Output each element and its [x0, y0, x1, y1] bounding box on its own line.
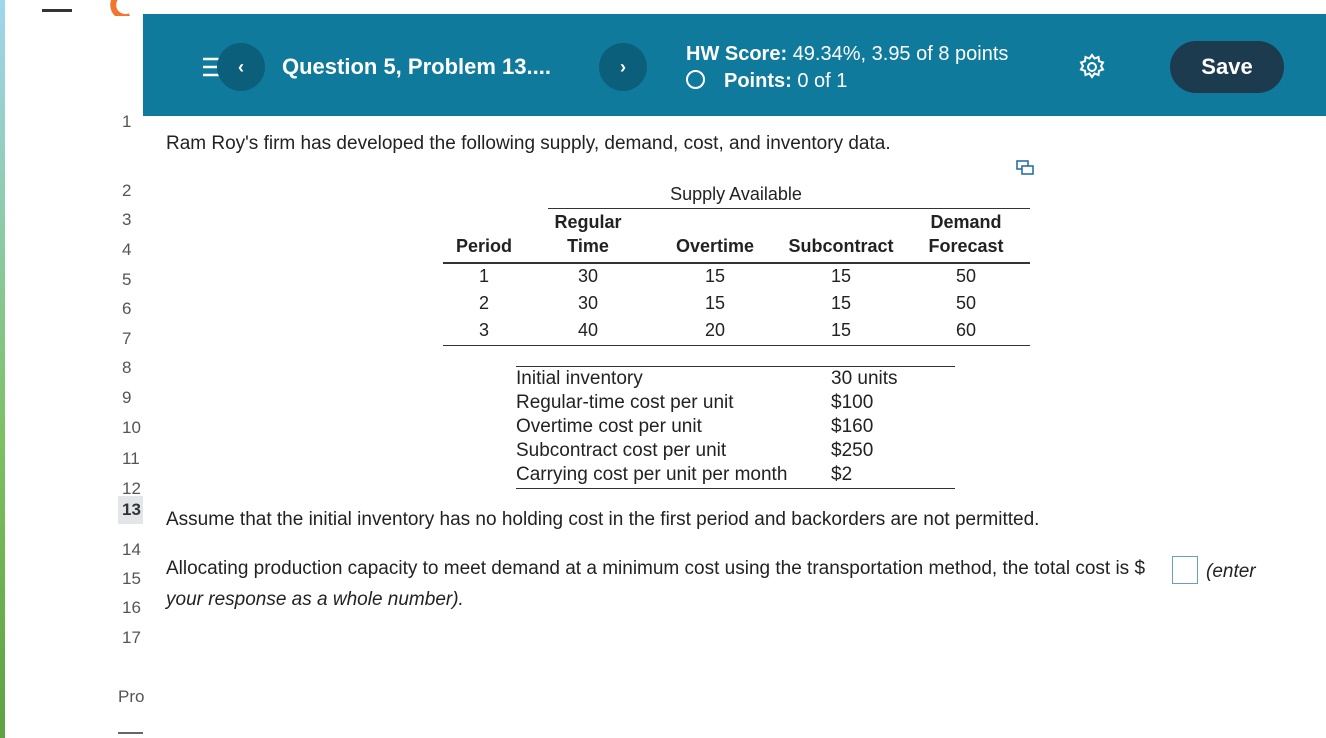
answer-input[interactable] — [1172, 556, 1198, 584]
table-cell: 30 — [577, 293, 599, 313]
desktop-edge — [0, 0, 5, 738]
sidebar-item[interactable]: 3 — [122, 210, 132, 229]
sidebar-item[interactable]: 11 — [122, 449, 140, 468]
cost-value: $100 — [831, 392, 874, 413]
hw-score-value: 49.34%, 3.95 of 8 points — [792, 43, 1009, 65]
cost-label: Subcontract cost per unit — [516, 440, 727, 461]
cost-label: Carrying cost per unit per month — [516, 464, 788, 485]
question-title[interactable]: Question 5, Problem 13.... — [282, 54, 551, 79]
rule — [443, 262, 1030, 264]
rule — [516, 488, 955, 489]
save-button[interactable]: Save — [1170, 41, 1284, 93]
sidebar-item[interactable]: 9 — [122, 388, 132, 407]
cost-value: $2 — [831, 464, 853, 485]
table-cell: 50 — [955, 266, 977, 286]
table-cell: 20 — [704, 320, 726, 340]
sidebar-edge — [118, 732, 143, 734]
sidebar-item[interactable]: 4 — [122, 240, 132, 259]
cost-label: Initial inventory — [516, 368, 643, 389]
sidebar-item[interactable]: 2 — [122, 181, 132, 200]
table-cell: 15 — [830, 320, 852, 340]
sidebar-item[interactable]: 1 — [122, 112, 132, 131]
top-bar — [143, 14, 1326, 116]
question-text: Allocating production capacity to meet d… — [166, 558, 1146, 579]
sidebar-item[interactable]: 14 — [122, 540, 141, 559]
table-cell: 30 — [577, 266, 599, 286]
column-header: Overtime — [675, 236, 755, 256]
table-cell: 15 — [704, 293, 726, 313]
sidebar-item[interactable]: 12 — [122, 479, 141, 498]
sidebar-item[interactable]: 15 — [122, 569, 141, 588]
copy-icon[interactable] — [1016, 160, 1034, 176]
column-header: Regular Time — [554, 212, 622, 256]
question-sidebar: 1 2 3 4 5 6 7 8 9 10 11 12 13 14 15 16 17 — [118, 100, 143, 738]
rule — [548, 208, 1030, 209]
table-cell: 50 — [955, 293, 977, 313]
assumption-text: Assume that the initial inventory has no… — [166, 509, 1040, 530]
instruction-text: (enter your response as a whole number). — [166, 561, 1256, 610]
sidebar-item[interactable]: 7 — [122, 329, 132, 348]
table-cell: 1 — [478, 266, 490, 286]
window-minimize[interactable] — [42, 9, 72, 12]
hw-score: HW Score: 49.34%, 3.95 of 8 points — [686, 43, 1008, 66]
rule — [516, 366, 955, 367]
sidebar-item[interactable]: 16 — [122, 598, 141, 617]
rule — [443, 345, 1030, 346]
sidebar-item[interactable]: 8 — [122, 358, 132, 377]
prev-button[interactable]: ‹ — [217, 43, 265, 91]
table-cell: 2 — [478, 293, 490, 313]
table-cell: 3 — [478, 320, 490, 340]
sidebar-item[interactable]: 13 — [118, 496, 143, 524]
sidebar-footer[interactable]: Pro — [118, 687, 145, 706]
column-header: Period — [455, 236, 512, 256]
sidebar-item[interactable]: 10 — [122, 418, 141, 437]
group-header: Supply Available — [670, 184, 802, 204]
sidebar-item[interactable]: 5 — [122, 270, 132, 289]
cost-value: 30 units — [831, 368, 898, 389]
table-cell: 40 — [577, 320, 599, 340]
cost-value: $250 — [831, 440, 874, 461]
table-cell: 15 — [830, 293, 852, 313]
table-cell: 15 — [704, 266, 726, 286]
table-cell: 15 — [830, 266, 852, 286]
cost-label: Regular-time cost per unit — [516, 392, 734, 413]
cost-label: Overtime cost per unit — [516, 416, 702, 437]
sidebar-item[interactable]: 17 — [122, 628, 141, 647]
logo — [110, 0, 130, 16]
settings-icon[interactable] — [1078, 53, 1106, 81]
intro-text: Ram Roy's firm has developed the followi… — [166, 133, 891, 154]
points-label: Points: — [724, 70, 792, 92]
hw-score-label: HW Score: — [686, 43, 788, 65]
column-header: Demand Forecast — [928, 212, 1004, 256]
cost-value: $160 — [831, 416, 874, 437]
points-value: 0 of 1 — [797, 70, 848, 92]
points: Points: 0 of 1 — [724, 70, 847, 93]
column-header: Subcontract — [788, 236, 894, 256]
sidebar-item[interactable]: 6 — [122, 299, 132, 318]
table-cell: 60 — [955, 320, 977, 340]
next-button[interactable]: › — [599, 43, 647, 91]
points-indicator — [686, 70, 705, 89]
